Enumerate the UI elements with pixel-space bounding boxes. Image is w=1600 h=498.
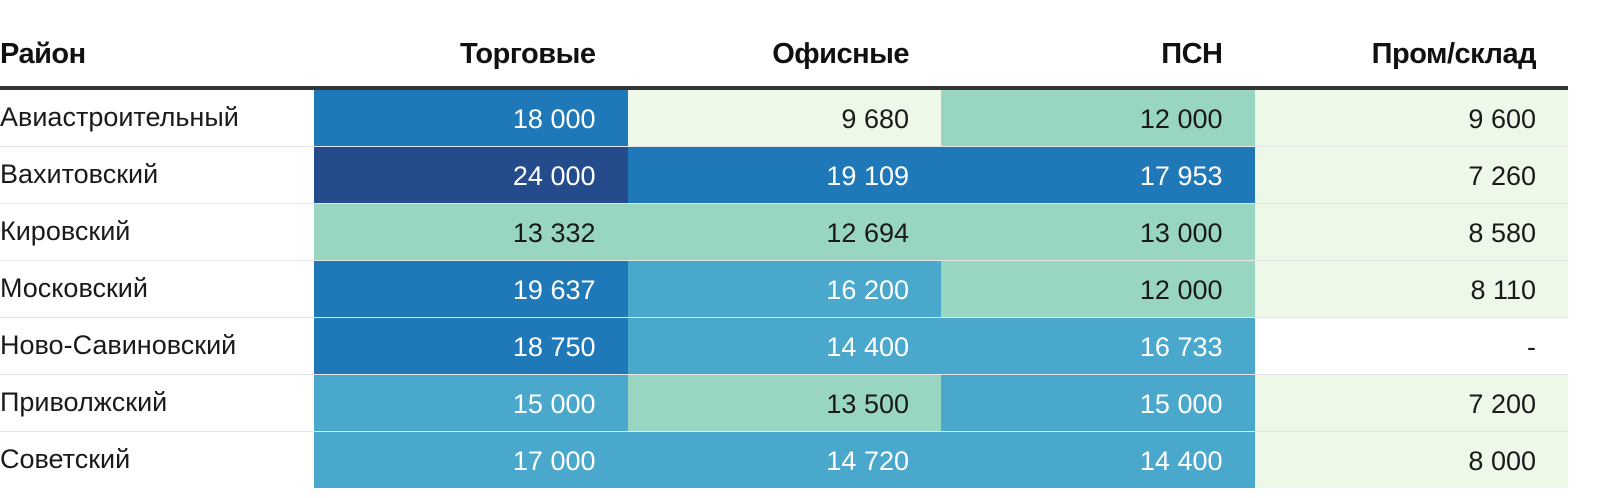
heatmap-cell: - bbox=[1254, 317, 1568, 375]
header-row: Район Торговые Офисные ПСН Пром/склад bbox=[0, 22, 1568, 90]
heatmap-cell: 13 000 bbox=[941, 203, 1255, 261]
column-header-office: Офисные bbox=[627, 22, 941, 90]
column-header-retail: Торговые bbox=[314, 22, 628, 90]
heatmap-table: Район Торговые Офисные ПСН Пром/склад Ав… bbox=[0, 22, 1568, 488]
heatmap-cell: 7 200 bbox=[1254, 374, 1568, 432]
heatmap-cell: 12 000 bbox=[941, 88, 1255, 147]
heatmap-cell: 7 260 bbox=[1254, 146, 1568, 204]
district-label: Московский bbox=[0, 260, 314, 318]
district-label: Авиастроительный bbox=[0, 88, 314, 147]
heatmap-cell: 12 694 bbox=[627, 203, 941, 261]
heatmap-cell: 8 000 bbox=[1254, 431, 1568, 488]
heatmap-cell: 12 000 bbox=[941, 260, 1255, 318]
column-header-industrial-warehouse: Пром/склад bbox=[1254, 22, 1568, 90]
heatmap-cell: 9 600 bbox=[1254, 88, 1568, 147]
heatmap-cell: 15 000 bbox=[314, 374, 628, 432]
heatmap-cell: 19 109 bbox=[627, 146, 941, 204]
heatmap-cell: 19 637 bbox=[314, 260, 628, 318]
column-header-district: Район bbox=[0, 22, 314, 90]
district-label: Вахитовский bbox=[0, 146, 314, 204]
table-row: Московский 19 637 16 200 12 000 8 110 bbox=[0, 260, 1568, 318]
heatmap-cell: 14 400 bbox=[941, 431, 1255, 488]
table-row: Кировский 13 332 12 694 13 000 8 580 bbox=[0, 203, 1568, 261]
heatmap-cell: 13 332 bbox=[314, 203, 628, 261]
district-label: Кировский bbox=[0, 203, 314, 261]
table-row: Ново-Савиновский 18 750 14 400 16 733- bbox=[0, 317, 1568, 375]
heatmap-cell: 13 500 bbox=[627, 374, 941, 432]
table-row: Вахитовский 24 000 19 109 17 953 7 260 bbox=[0, 146, 1568, 204]
table-row: Приволжский 15 000 13 500 15 000 7 200 bbox=[0, 374, 1568, 432]
district-label: Ново-Савиновский bbox=[0, 317, 314, 375]
heatmap-cell: 18 750 bbox=[314, 317, 628, 375]
heatmap-cell: 14 400 bbox=[627, 317, 941, 375]
table-row: Советский 17 000 14 720 14 400 8 000 bbox=[0, 431, 1568, 488]
heatmap-cell: 8 110 bbox=[1254, 260, 1568, 318]
table-body: Авиастроительный 18 000 9 680 12 000 9 600 Ва… bbox=[0, 88, 1568, 488]
table-row: Авиастроительный 18 000 9 680 12 000 9 600 bbox=[0, 88, 1568, 147]
heatmap-cell: 17 953 bbox=[941, 146, 1255, 204]
heatmap-cell: 16 200 bbox=[627, 260, 941, 318]
heatmap-cell: 16 733 bbox=[941, 317, 1255, 375]
heatmap-cell: 14 720 bbox=[627, 431, 941, 488]
heatmap-cell: 15 000 bbox=[941, 374, 1255, 432]
district-label: Приволжский bbox=[0, 374, 314, 432]
heatmap-cell: 18 000 bbox=[314, 88, 628, 147]
heatmap-cell: 24 000 bbox=[314, 146, 628, 204]
heatmap-cell: 9 680 bbox=[627, 88, 941, 147]
district-label: Советский bbox=[0, 431, 314, 488]
column-header-psn: ПСН bbox=[941, 22, 1255, 90]
heatmap-cell: 17 000 bbox=[314, 431, 628, 488]
heatmap-cell: 8 580 bbox=[1254, 203, 1568, 261]
